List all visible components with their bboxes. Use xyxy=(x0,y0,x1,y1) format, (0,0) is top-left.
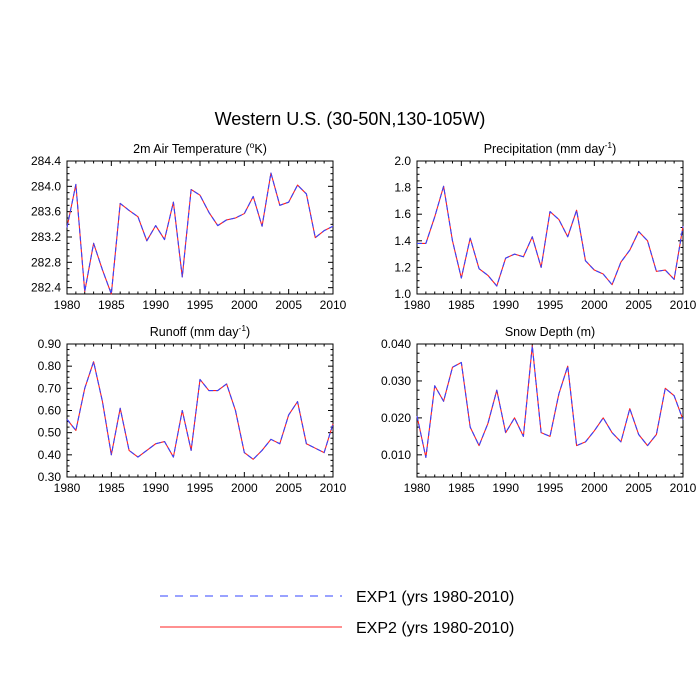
y-tick-label: 1.0 xyxy=(394,287,411,301)
y-tick-label: 2.0 xyxy=(394,154,411,168)
plot-frame xyxy=(416,160,684,295)
panel-title-main: Precipitation (mm day xyxy=(484,142,606,156)
panel-title-main: 2m Air Temperature ( xyxy=(133,142,250,156)
x-tick-label: 2005 xyxy=(625,481,652,495)
y-tick-label: 0.80 xyxy=(38,359,62,373)
panel-title-main: Runoff (mm day xyxy=(150,325,239,339)
y-tick-label: 284.4 xyxy=(31,154,61,168)
x-tick-label: 2010 xyxy=(320,481,347,495)
y-tick-label: 0.70 xyxy=(38,381,62,395)
x-tick-label: 1995 xyxy=(537,298,564,312)
y-tick-label: 1.8 xyxy=(394,181,411,195)
x-tick-label: 1995 xyxy=(537,481,564,495)
x-tick-label: 1985 xyxy=(448,481,475,495)
y-tick-label: 0.40 xyxy=(38,448,62,462)
x-tick-label: 1980 xyxy=(404,298,431,312)
x-tick-label: 2000 xyxy=(231,481,258,495)
x-tick-label: 1985 xyxy=(98,481,125,495)
x-tick-label: 1995 xyxy=(187,481,214,495)
panel-title-precipitation: Precipitation (mm day-1) xyxy=(484,140,617,156)
series-line-exp1 xyxy=(416,345,684,458)
x-tick-label: 1985 xyxy=(98,298,125,312)
panel-title-runoff: Runoff (mm day-1) xyxy=(150,323,250,339)
series-line-exp2 xyxy=(66,172,334,295)
x-tick-label: 1980 xyxy=(54,298,81,312)
series-line-exp1 xyxy=(417,185,684,287)
legend: EXP1 (yrs 1980-2010) EXP2 (yrs 1980-2010… xyxy=(160,589,514,637)
series-line-exp1 xyxy=(66,172,334,295)
y-tick-label: 283.2 xyxy=(31,230,61,244)
legend-label-exp2: EXP2 (yrs 1980-2010) xyxy=(356,620,514,637)
panel-title-sup: -1 xyxy=(238,323,246,333)
panel-runoff: Runoff (mm day-1) 1980 1985 1990 1995 2000 200… xyxy=(38,323,347,495)
x-tick-label: 2000 xyxy=(581,481,608,495)
panel-title-main: Snow Depth (m) xyxy=(505,325,595,339)
y-tick-label: 1.2 xyxy=(394,260,411,274)
y-tick-label: 0.50 xyxy=(38,426,62,440)
x-tick-label: 1980 xyxy=(404,481,431,495)
legend-label-exp1: EXP1 (yrs 1980-2010) xyxy=(356,589,514,606)
x-tick-label: 1995 xyxy=(187,298,214,312)
x-tick-label: 1990 xyxy=(492,481,519,495)
y-tick-label: 0.60 xyxy=(38,404,62,418)
x-tick-label: 2005 xyxy=(275,481,302,495)
x-tick-label: 2000 xyxy=(581,298,608,312)
y-tick-label: 0.90 xyxy=(38,337,62,351)
panel-title-tail: ) xyxy=(612,142,616,156)
series-line-exp1 xyxy=(66,361,334,460)
x-tick-label: 2010 xyxy=(320,298,347,312)
y-tick-label: 282.4 xyxy=(31,281,61,295)
x-tick-label: 1980 xyxy=(54,481,81,495)
plot-frame xyxy=(66,160,334,295)
x-tick-label: 2010 xyxy=(670,298,697,312)
panel-title-tail: K) xyxy=(254,142,267,156)
y-tick-label: 0.040 xyxy=(381,337,411,351)
panels: 2m Air Temperature (oK) 1980 1985 1990 1995 2… xyxy=(31,140,697,495)
x-tick-label: 2005 xyxy=(275,298,302,312)
series-line-exp2 xyxy=(417,185,684,287)
y-tick-label: 282.8 xyxy=(31,255,61,269)
x-tick-label: 2010 xyxy=(670,481,697,495)
x-tick-label: 1990 xyxy=(142,481,169,495)
series-line-exp2 xyxy=(66,361,334,460)
y-tick-label: 284.0 xyxy=(31,179,61,193)
y-tick-label: 0.020 xyxy=(381,411,411,425)
panel-title-air-temperature: 2m Air Temperature (oK) xyxy=(133,140,267,156)
y-tick-label: 1.6 xyxy=(394,207,411,221)
panel-title-snow-depth: Snow Depth (m) xyxy=(505,325,595,339)
plot-frame xyxy=(416,343,684,478)
plot-frame xyxy=(66,343,334,478)
panel-title-tail: ) xyxy=(246,325,250,339)
panel-precipitation: Precipitation (mm day-1) 1980 1985 1990 1995… xyxy=(394,140,696,312)
x-tick-label: 1990 xyxy=(492,298,519,312)
panel-title-sup: -1 xyxy=(605,140,613,150)
y-tick-label: 283.6 xyxy=(31,205,61,219)
panel-title-sup: o xyxy=(250,140,255,150)
x-tick-label: 2000 xyxy=(231,298,258,312)
y-tick-label: 1.4 xyxy=(394,234,411,248)
x-tick-label: 2005 xyxy=(625,298,652,312)
y-tick-label: 0.010 xyxy=(381,448,411,462)
panel-air-temperature: 2m Air Temperature (oK) 1980 1985 1990 1995 2… xyxy=(31,140,347,312)
y-tick-label: 0.030 xyxy=(381,374,411,388)
x-tick-label: 1990 xyxy=(142,298,169,312)
main-title: Western U.S. (30-50N,130-105W) xyxy=(215,109,486,129)
y-tick-label: 0.30 xyxy=(38,470,62,484)
x-tick-label: 1985 xyxy=(448,298,475,312)
panel-snow-depth: Snow Depth (m) 1980 1985 1990 1995 2000 2005 20… xyxy=(381,325,697,495)
